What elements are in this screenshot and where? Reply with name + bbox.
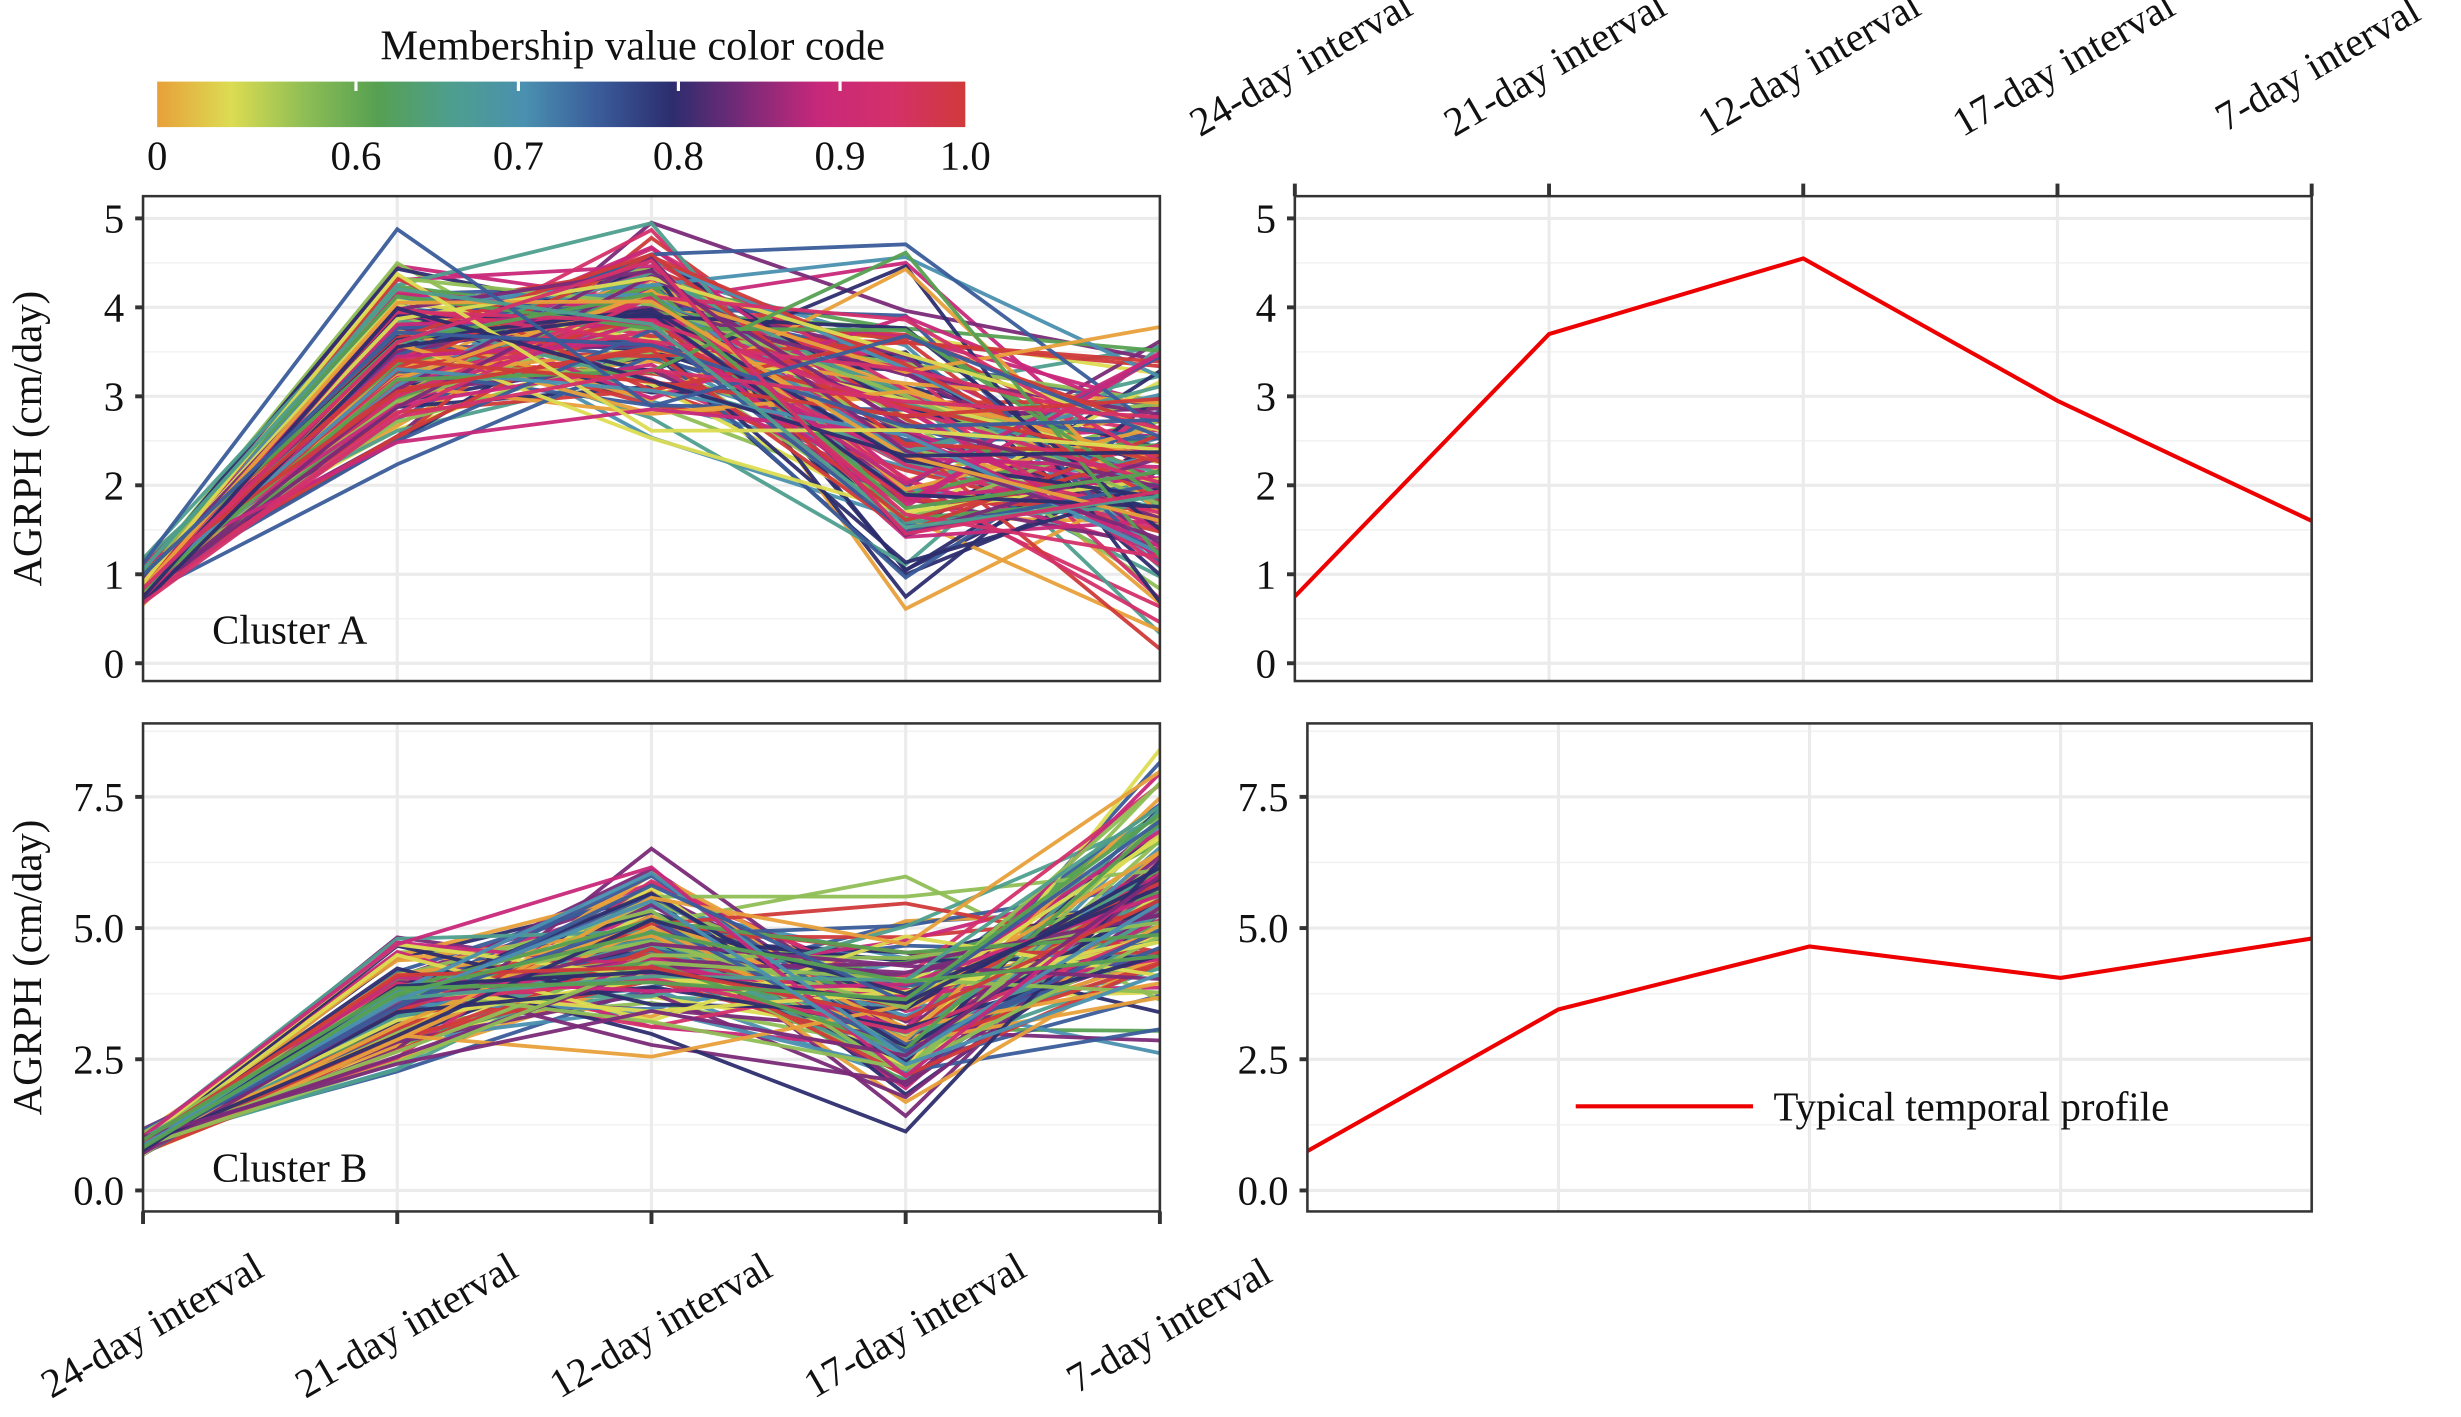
colorbar-tick-label: 0 xyxy=(147,133,167,178)
member-line xyxy=(143,255,1160,599)
member-line xyxy=(143,893,1160,1155)
y-tick-label: 2 xyxy=(104,463,124,508)
legend-label: Typical temporal profile xyxy=(1773,1084,2169,1129)
y-tick-label: 2.5 xyxy=(1238,1037,1289,1082)
member-line xyxy=(143,294,1160,571)
member-line xyxy=(143,860,1160,1147)
member-lines xyxy=(143,220,1160,651)
member-line xyxy=(143,294,1160,602)
x-tick-label: 24-day interval xyxy=(1182,0,1419,145)
panel-cluster-a-members: 0 1 2 3 4 5 AGRPH (cm/day) Cluster A xyxy=(5,194,1162,686)
member-line xyxy=(143,874,1160,1140)
member-line xyxy=(143,813,1160,1142)
member-line xyxy=(143,898,1160,1144)
colorbar-tick-label: 1.0 xyxy=(940,133,991,178)
x-tick-label: 24-day interval xyxy=(33,1244,270,1407)
member-line xyxy=(143,865,1160,1139)
typical-profile-line xyxy=(1293,256,2313,598)
panel-border xyxy=(1293,194,2313,683)
y-tick-label: 5.0 xyxy=(1238,906,1289,951)
x-tick-label: 17-day interval xyxy=(1945,0,2182,145)
colorbar-tick-label: 0.9 xyxy=(815,133,866,178)
member-line xyxy=(143,889,1160,1155)
y-axis-title: AGRPH (cm/day) xyxy=(5,291,50,587)
x-tick-label: 12-day interval xyxy=(542,1244,779,1407)
panel-cluster-b-typical-profile: 0.0 2.5 5.0 7.5 Typical temporal profile xyxy=(1238,722,2314,1214)
y-tick-label: 3 xyxy=(104,374,124,419)
y-tick-label: 3 xyxy=(1256,374,1276,419)
cluster-label: Cluster A xyxy=(212,607,368,652)
x-tick-label: 17-day interval xyxy=(796,1244,1033,1407)
member-line xyxy=(143,306,1160,599)
colorbar-legend: Membership value color code 0 0.6 0.7 0.8 0.… xyxy=(147,23,991,179)
colorbar-tick-label: 0.6 xyxy=(330,133,381,178)
panel-cluster-b-members: 0.0 2.5 5.0 7.5 AGRPH (cm/day) 24-day interva… xyxy=(5,722,1279,1407)
member-lines xyxy=(143,748,1160,1157)
y-tick-label: 7.5 xyxy=(73,775,124,820)
member-line xyxy=(143,291,1160,576)
x-tick-label: 21-day interval xyxy=(1436,0,1673,145)
y-tick-label: 0 xyxy=(104,641,124,686)
typical-profile-line xyxy=(1306,936,2313,1153)
legend: Typical temporal profile xyxy=(1575,1084,2169,1129)
cluster-label: Cluster B xyxy=(212,1146,367,1191)
member-line xyxy=(143,330,1160,577)
y-tick-label: 5.0 xyxy=(73,906,124,951)
member-line xyxy=(143,819,1160,1148)
member-line xyxy=(143,299,1160,590)
member-line xyxy=(143,885,1160,1147)
member-line xyxy=(143,898,1160,1147)
panel-border xyxy=(1306,722,2313,1213)
y-tick-label: 0.0 xyxy=(1238,1169,1289,1214)
y-tick-label: 4 xyxy=(1256,285,1276,330)
colorbar-tick-label: 0.7 xyxy=(493,133,544,178)
x-tick-label: 12-day interval xyxy=(1690,0,1927,145)
y-tick-label: 4 xyxy=(104,285,124,330)
colorbar-gradient xyxy=(157,81,966,128)
panel-border xyxy=(141,194,1162,683)
y-tick-label: 2 xyxy=(1256,463,1276,508)
colorbar-title: Membership value color code xyxy=(380,23,885,70)
x-tick-label: 21-day interval xyxy=(288,1244,525,1407)
y-tick-label: 1 xyxy=(1256,552,1276,597)
y-tick-label: 2.5 xyxy=(73,1037,124,1082)
panel-border xyxy=(141,722,1162,1213)
member-line xyxy=(143,367,1160,591)
member-line xyxy=(143,271,1160,585)
member-line xyxy=(143,258,1160,590)
y-tick-label: 5 xyxy=(104,197,124,242)
x-tick-label: 7-day interval xyxy=(2208,0,2428,140)
panel-cluster-a-typical-profile: 0 1 2 3 4 5 24-day interval 21-day interval 12-d… xyxy=(1182,0,2427,686)
y-tick-label: 1 xyxy=(104,552,124,597)
y-tick-label: 5 xyxy=(1256,197,1276,242)
y-tick-label: 0 xyxy=(1256,641,1276,686)
member-line xyxy=(143,287,1160,571)
y-tick-label: 7.5 xyxy=(1238,775,1289,820)
x-tick-label: 7-day interval xyxy=(1059,1249,1279,1402)
colorbar-tick-label: 0.8 xyxy=(653,133,704,178)
y-tick-label: 0.0 xyxy=(73,1169,124,1214)
member-line xyxy=(143,925,1160,1155)
member-line xyxy=(143,930,1160,1150)
member-line xyxy=(143,407,1160,566)
y-axis-title: AGRPH (cm/day) xyxy=(5,820,50,1116)
member-line xyxy=(143,226,1160,565)
member-line xyxy=(143,367,1160,605)
